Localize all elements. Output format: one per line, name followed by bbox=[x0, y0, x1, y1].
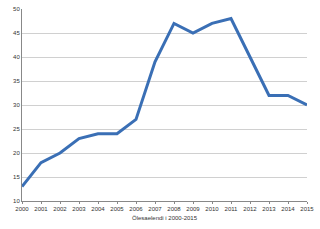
svg-text:2001: 2001 bbox=[34, 206, 48, 212]
svg-text:2013: 2013 bbox=[262, 206, 276, 212]
svg-text:45: 45 bbox=[13, 30, 20, 36]
svg-text:15: 15 bbox=[13, 174, 20, 180]
svg-text:2008: 2008 bbox=[167, 206, 181, 212]
svg-text:2010: 2010 bbox=[205, 206, 219, 212]
svg-text:2009: 2009 bbox=[186, 206, 200, 212]
svg-text:2007: 2007 bbox=[148, 206, 162, 212]
svg-text:2014: 2014 bbox=[281, 206, 295, 212]
svg-text:2005: 2005 bbox=[110, 206, 124, 212]
svg-text:40: 40 bbox=[13, 54, 20, 60]
svg-text:20: 20 bbox=[13, 150, 20, 156]
svg-text:2015: 2015 bbox=[300, 206, 314, 212]
svg-text:25: 25 bbox=[13, 126, 20, 132]
svg-text:2011: 2011 bbox=[225, 206, 239, 212]
svg-text:35: 35 bbox=[13, 78, 20, 84]
svg-text:2012: 2012 bbox=[243, 206, 257, 212]
svg-text:30: 30 bbox=[13, 102, 20, 108]
svg-text:10: 10 bbox=[13, 198, 20, 204]
svg-text:2006: 2006 bbox=[129, 206, 143, 212]
svg-text:2003: 2003 bbox=[72, 206, 86, 212]
svg-text:50: 50 bbox=[13, 6, 20, 12]
svg-text:2002: 2002 bbox=[53, 206, 67, 212]
svg-text:2000: 2000 bbox=[15, 206, 29, 212]
svg-text:Ölesaelendi i 2000-2015: Ölesaelendi i 2000-2015 bbox=[132, 215, 198, 221]
svg-text:2004: 2004 bbox=[91, 206, 105, 212]
